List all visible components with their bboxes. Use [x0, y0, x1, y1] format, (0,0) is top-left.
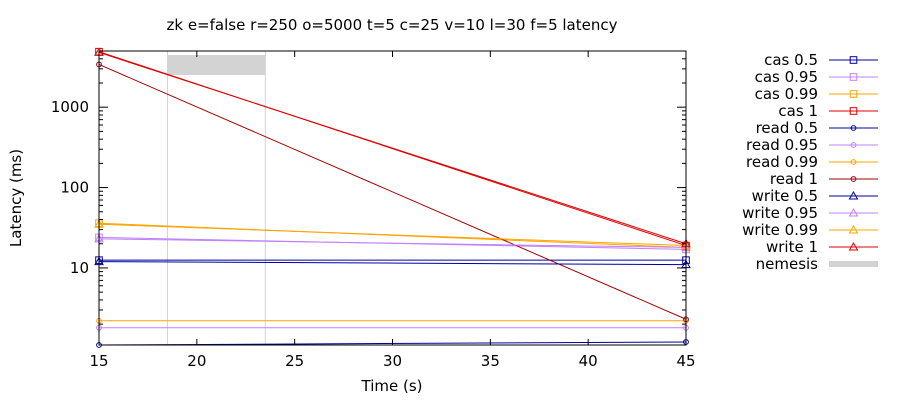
legend-item: read 0.5 — [756, 119, 878, 137]
legend-item: write 1 — [766, 238, 878, 256]
legend-label: write 0.95 — [742, 204, 818, 222]
legend-marker — [849, 56, 858, 64]
x-tick-label: 30 — [383, 352, 402, 370]
y-tick-label: 100 — [60, 179, 89, 197]
legend-marker — [848, 224, 859, 234]
x-tick-label: 25 — [285, 352, 304, 370]
x-axis-label: Time (s) — [361, 377, 423, 395]
legend-marker — [850, 176, 857, 182]
legend-label: read 0.5 — [756, 119, 818, 137]
x-tick-label: 20 — [187, 352, 206, 370]
x-tick-label: 40 — [579, 352, 598, 370]
legend-label: cas 0.95 — [755, 68, 818, 86]
legend-item: read 1 — [770, 170, 878, 188]
legend-marker — [849, 90, 858, 98]
series-read-0-95 — [96, 324, 689, 331]
legend-label: write 0.5 — [752, 187, 818, 205]
legend-label: nemesis — [756, 255, 819, 273]
legend-item: nemesis — [756, 255, 878, 273]
series-write-0-5 — [94, 256, 691, 269]
series-line — [98, 238, 687, 248]
legend-marker — [850, 159, 857, 165]
legend-label: cas 1 — [778, 102, 818, 120]
plot-frame — [98, 50, 687, 346]
series-cas-1 — [95, 47, 690, 250]
legend-label: cas 0.99 — [755, 85, 818, 103]
legend-label: cas 0.5 — [764, 51, 818, 69]
legend-label: write 0.99 — [742, 221, 818, 239]
legend-item: write 0.95 — [742, 204, 878, 222]
legend-marker — [850, 142, 857, 148]
series-line — [98, 223, 687, 247]
legend-marker — [848, 241, 859, 251]
legend-marker — [850, 125, 857, 131]
series-read-1 — [96, 61, 689, 323]
x-tick-label: 35 — [481, 352, 500, 370]
series-line — [98, 261, 687, 266]
y-axis-label: Latency (ms) — [7, 149, 25, 247]
legend-marker — [849, 107, 858, 115]
series-marks — [94, 47, 691, 348]
nemesis-bar — [167, 55, 266, 75]
legend-item: cas 1 — [778, 102, 878, 120]
legend-marker — [849, 73, 858, 81]
chart-title: zk e=false r=250 o=5000 t=5 c=25 v=10 l=… — [167, 16, 618, 34]
y-tick-label: 1000 — [51, 98, 89, 116]
axes: 15 20 25 30 35 40 45 10 100 1000 — [51, 50, 696, 370]
legend-item: read 0.99 — [746, 153, 878, 171]
legend-label: write 1 — [766, 238, 818, 256]
legend-item: write 0.5 — [752, 187, 878, 205]
legend-item: write 0.99 — [742, 221, 878, 239]
series-line — [98, 64, 687, 320]
series-line — [98, 51, 687, 245]
legend-item: cas 0.95 — [755, 68, 878, 86]
legend-item: read 0.95 — [746, 136, 878, 154]
legend-label: read 0.95 — [746, 136, 818, 154]
x-tick-label: 15 — [89, 352, 108, 370]
legend-label: read 0.99 — [746, 153, 818, 171]
x-tick-label: 45 — [676, 352, 695, 370]
legend-marker — [848, 207, 859, 217]
legend-marker — [848, 190, 859, 200]
legend-item: cas 0.99 — [755, 85, 878, 103]
legend-label: read 1 — [770, 170, 818, 188]
legend-item: cas 0.5 — [764, 51, 878, 69]
plot-area — [166, 51, 266, 345]
y-tick-label: 10 — [70, 259, 89, 277]
series-read-0-99 — [96, 317, 689, 324]
